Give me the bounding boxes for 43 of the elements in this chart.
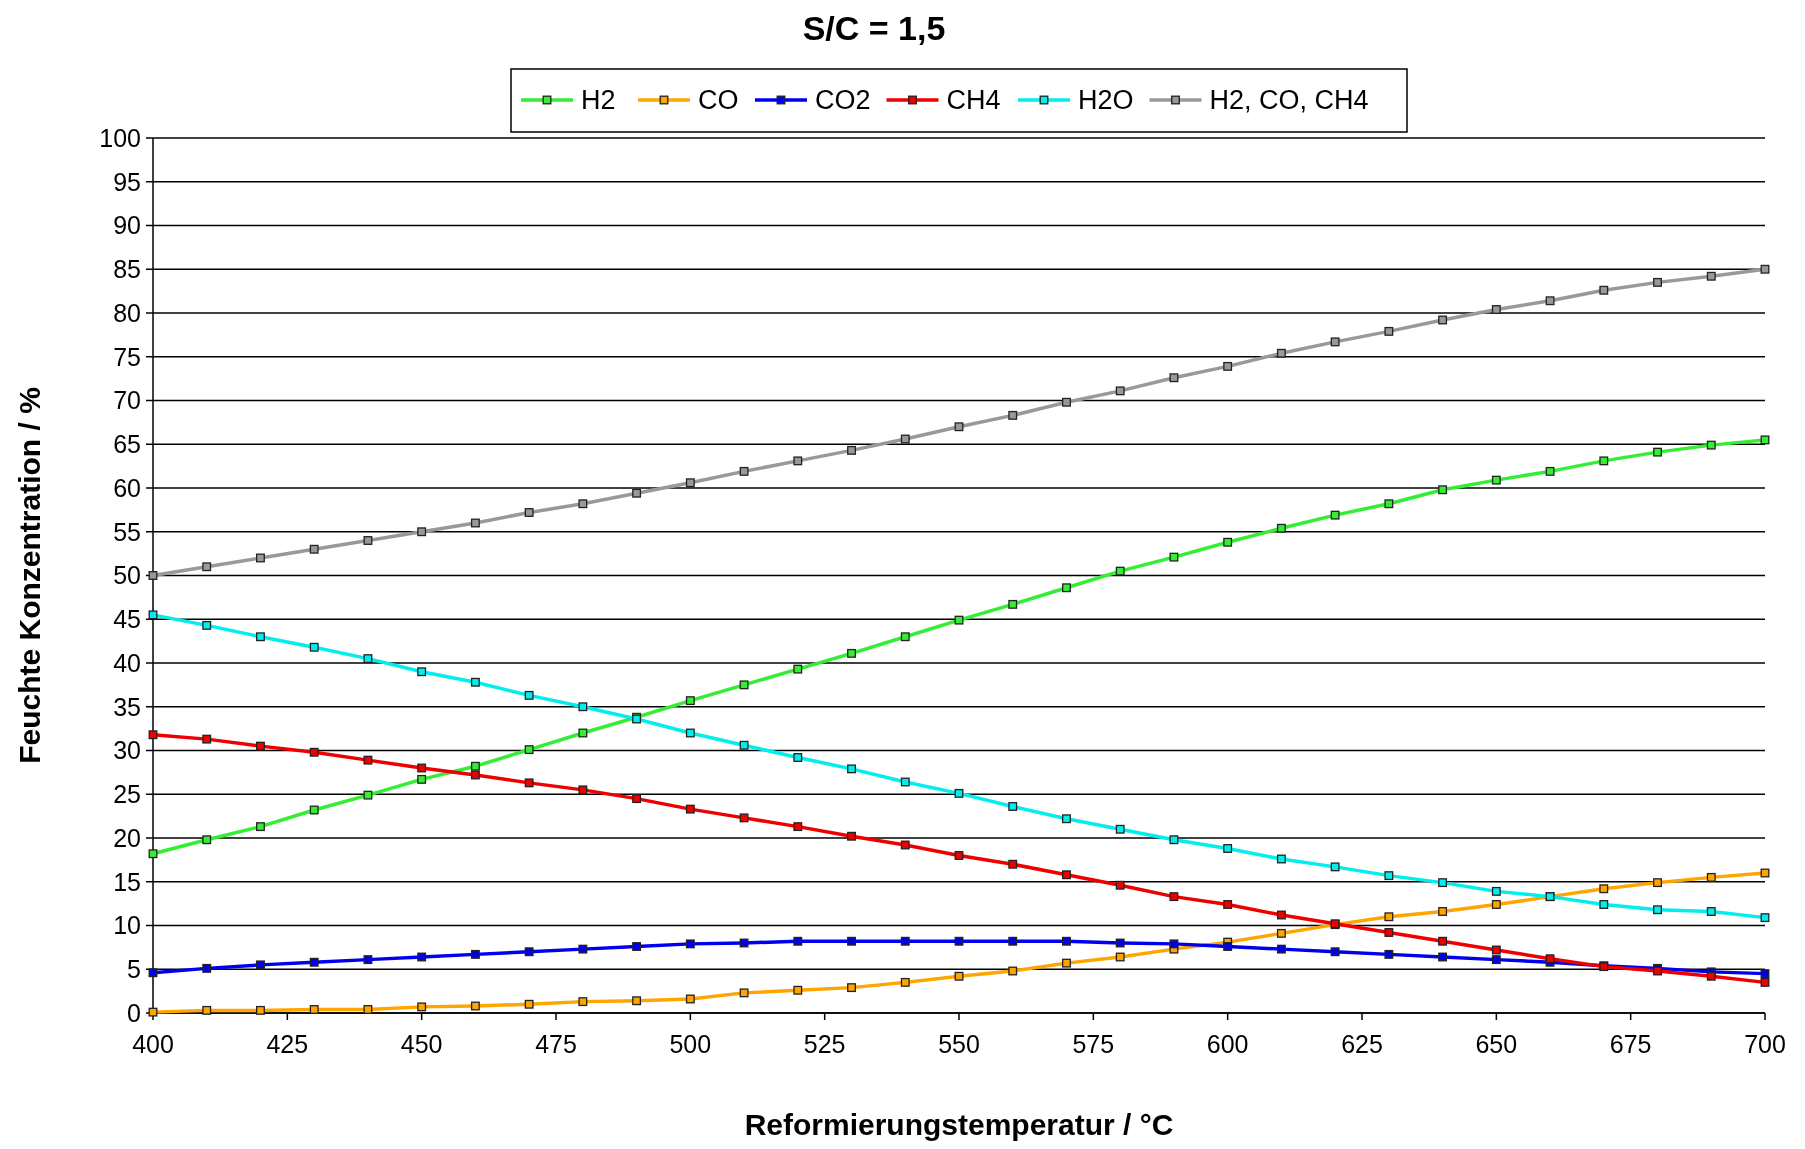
y-tick-label: 5 [127, 955, 141, 983]
y-tick-label: 85 [113, 255, 141, 283]
y-tick-label: 25 [113, 780, 141, 808]
x-tick-label: 575 [1072, 1030, 1115, 1058]
y-tick-label: 10 [113, 911, 141, 940]
legend-label: H2O [1078, 85, 1134, 116]
y-tick-label: 70 [113, 386, 141, 415]
chart-title: S/C = 1,5 [802, 9, 946, 47]
x-tick-label: 550 [938, 1030, 980, 1058]
y-tick-label: 40 [113, 648, 141, 677]
y-tick-label: 55 [113, 517, 141, 546]
y-tick-label: 95 [113, 167, 141, 196]
legend-label: H2, CO, CH4 [1209, 85, 1369, 116]
y-tick-label: 100 [99, 123, 141, 152]
x-tick-label: 525 [803, 1030, 846, 1058]
y-tick-label: 45 [113, 605, 141, 633]
x-tick-label: 425 [266, 1030, 309, 1058]
y-axis-title: Feuchte Konzentration / % [13, 387, 46, 764]
x-tick-label: 650 [1475, 1030, 1518, 1058]
y-tick-label: 35 [113, 692, 141, 721]
x-tick-label: 625 [1341, 1030, 1383, 1058]
y-tick-label: 80 [113, 298, 141, 327]
y-tick-label: 50 [113, 561, 141, 590]
legend-label: CO [698, 85, 739, 116]
y-tick-label: 20 [113, 823, 141, 852]
legend-label: CH4 [946, 85, 1001, 116]
x-axis-title: Reformierungstemperatur / °C [744, 1108, 1174, 1141]
y-tick-label: 65 [113, 430, 141, 458]
y-tick-label: 30 [113, 736, 141, 765]
legend-label: CO2 [815, 85, 871, 116]
y-tick-label: 15 [113, 867, 141, 896]
x-tick-label: 475 [535, 1030, 577, 1058]
x-tick-label: 500 [669, 1030, 712, 1058]
x-tick-label: 675 [1609, 1030, 1652, 1058]
x-tick-label: 400 [132, 1030, 174, 1058]
y-tick-label: 90 [113, 211, 141, 240]
y-tick-label: 60 [113, 473, 141, 502]
y-tick-label: 0 [127, 998, 141, 1027]
legend-label: H2 [581, 85, 616, 116]
x-tick-label: 450 [400, 1030, 443, 1058]
x-tick-label: 600 [1206, 1030, 1249, 1058]
x-tick-label: 700 [1744, 1030, 1786, 1058]
y-tick-label: 75 [113, 342, 141, 371]
